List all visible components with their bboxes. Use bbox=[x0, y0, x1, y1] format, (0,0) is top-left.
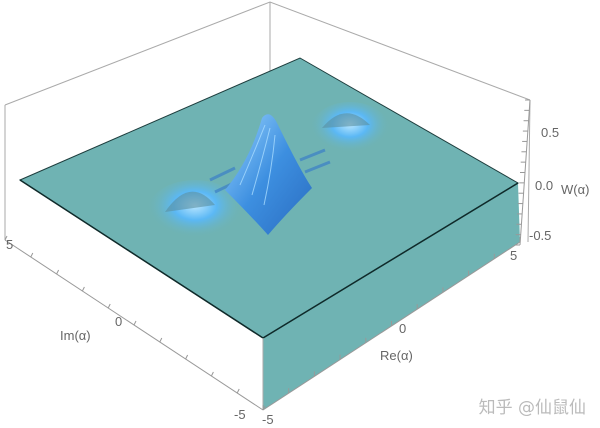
im-tick-mark bbox=[30, 252, 34, 258]
im-tick-mark bbox=[159, 337, 163, 343]
plane-side-right bbox=[263, 183, 520, 410]
im-tick-mark bbox=[107, 303, 111, 309]
im-tick-0: 0 bbox=[115, 314, 122, 329]
interference-fringes bbox=[209, 148, 331, 194]
im-tick-mark bbox=[56, 269, 60, 275]
w-tick-neg0.5: -0.5 bbox=[529, 228, 551, 243]
watermark: 知乎 @仙鼠仙 bbox=[478, 398, 586, 418]
im-axis-label: Im(α) bbox=[60, 328, 91, 343]
central-peak bbox=[225, 114, 312, 235]
gaussian-bump-right bbox=[310, 102, 390, 158]
gaussian-bump-left bbox=[147, 180, 243, 244]
im-tick-mark bbox=[210, 371, 214, 377]
im-tick-mark bbox=[4, 235, 8, 241]
im-tick-5: 5 bbox=[6, 237, 13, 252]
w-axis-label: W(α) bbox=[561, 182, 589, 197]
re-tick-5: 5 bbox=[510, 248, 517, 263]
re-axis-label: Re(α) bbox=[380, 348, 413, 363]
im-tick-mark bbox=[236, 388, 240, 394]
im-tick-mark bbox=[133, 320, 137, 326]
w-tick-0.5: 0.5 bbox=[541, 125, 559, 140]
w-tick-0.0: 0.0 bbox=[535, 178, 553, 193]
re-tick-neg5: -5 bbox=[262, 412, 274, 427]
im-tick-neg5: -5 bbox=[234, 407, 246, 422]
im-tick-mark bbox=[185, 354, 189, 360]
re-tick-0: 0 bbox=[399, 321, 406, 336]
im-tick-mark bbox=[81, 286, 85, 292]
